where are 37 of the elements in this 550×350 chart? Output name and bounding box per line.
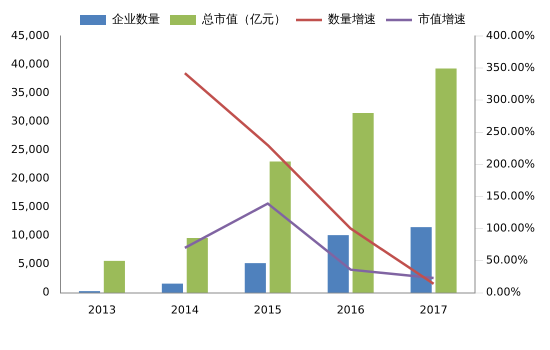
y2-tick-label: 400.00% (486, 28, 536, 42)
y2-tick-label: 150.00% (486, 189, 536, 202)
legend-label: 数量增速 (328, 12, 376, 26)
bar (410, 227, 432, 293)
y-tick-label: 5,000 (18, 257, 50, 270)
y2-tick-label: 250.00% (486, 125, 536, 138)
y-tick-label: 20,000 (10, 172, 50, 185)
y-tick-label: 40,000 (10, 57, 50, 70)
x-tick-label: 2013 (88, 303, 116, 316)
y-tick-label: 0 (42, 286, 50, 299)
legend-label: 企业数量 (112, 12, 160, 26)
bar (244, 263, 266, 293)
y2-tick-label: 50.00% (486, 254, 528, 267)
y2-tick-label: 200.00% (486, 157, 536, 170)
y2-tick-label: 350.00% (486, 60, 536, 74)
y-tick-label: 25,000 (10, 142, 50, 156)
bar (186, 238, 208, 293)
y-tick-label: 30,000 (10, 114, 50, 128)
legend-label: 总市值（亿元） (201, 12, 286, 26)
y-tick-label: 15,000 (10, 200, 50, 214)
x-tick-label: 2017 (420, 303, 448, 316)
y-tick-label: 35,000 (10, 86, 50, 99)
bar (162, 284, 183, 293)
y2-tick-label: 300.00% (486, 93, 536, 106)
y2-tick-label: 100.00% (486, 221, 536, 234)
bar (104, 260, 125, 293)
y2-tick-label: 0.00% (486, 286, 522, 299)
bar (352, 113, 374, 293)
y-tick-label: 10,000 (10, 228, 50, 242)
x-tick-label: 2015 (254, 303, 282, 316)
bar (435, 68, 457, 293)
y-tick-label: 45,000 (10, 28, 50, 42)
legend-label: 市值增速 (418, 12, 466, 26)
bar (328, 235, 349, 293)
x-tick-label: 2016 (336, 303, 365, 316)
bar (270, 162, 291, 293)
x-tick-label: 2014 (170, 303, 199, 316)
